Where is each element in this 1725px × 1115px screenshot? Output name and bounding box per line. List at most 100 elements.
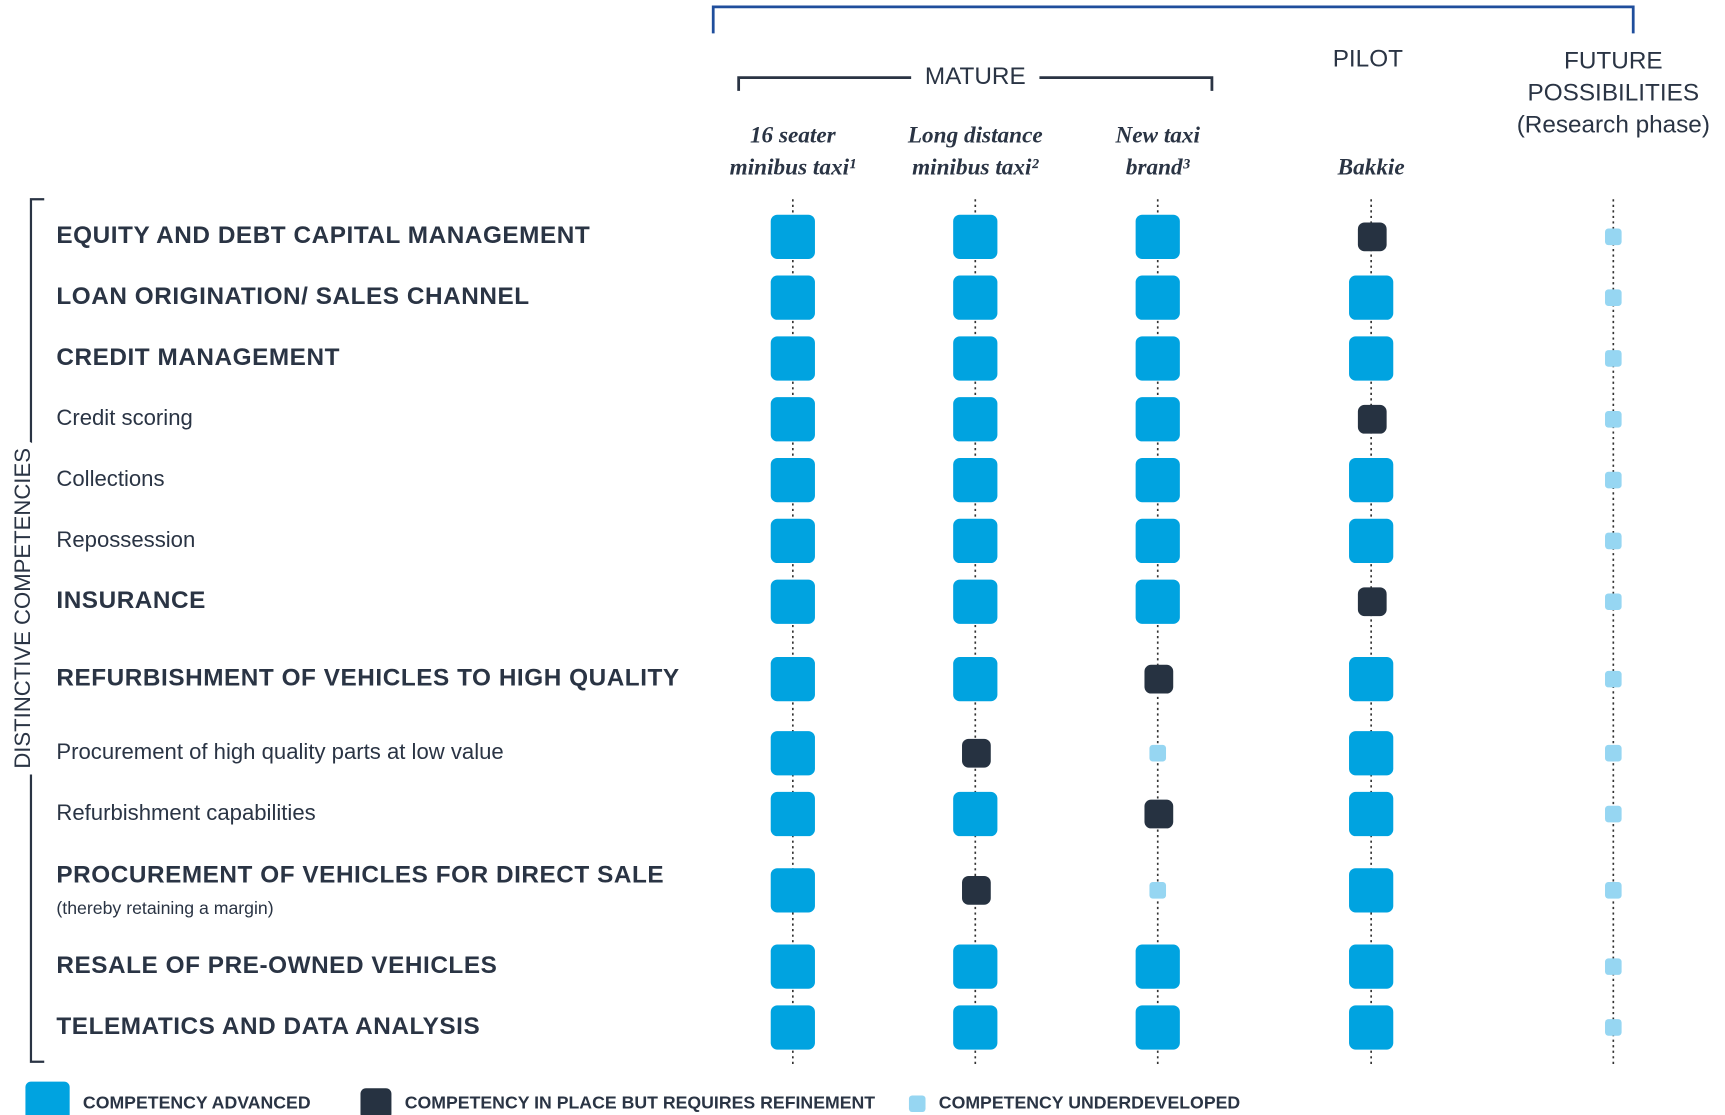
competency-cell — [1357, 404, 1387, 434]
row-label: Credit scoring — [56, 405, 192, 430]
column-header: minibus taxi² — [912, 155, 1039, 181]
group-label: FUTURE — [1564, 48, 1663, 75]
competency-cell — [770, 731, 815, 776]
competency-cell — [1349, 457, 1394, 503]
competency-cell — [1349, 868, 1394, 913]
legend-swatch — [25, 1081, 70, 1115]
row-label: Refurbishment capabilities — [56, 800, 315, 825]
competency-cell — [953, 457, 998, 503]
competency-cell — [953, 518, 998, 564]
competency-cell — [1349, 657, 1394, 702]
column-header: minibus taxi¹ — [730, 155, 856, 181]
row-label: RESALE OF PRE-OWNED VEHICLES — [56, 952, 497, 979]
group-label: PILOT — [1333, 45, 1403, 72]
competency-cell — [1135, 397, 1180, 442]
competency-cell — [962, 738, 991, 768]
competency-cell — [953, 275, 998, 320]
competency-cell — [953, 579, 998, 624]
competency-cell — [770, 275, 815, 320]
competency-cell — [770, 214, 815, 259]
competency-cell — [953, 336, 998, 381]
competency-cell — [1135, 579, 1180, 624]
row-label: CREDIT MANAGEMENT — [56, 344, 340, 371]
legend-label: COMPETENCY ADVANCED — [83, 1092, 311, 1112]
legend-label: COMPETENCY IN PLACE BUT REQUIRES REFINEM… — [405, 1092, 876, 1112]
competency-cell — [953, 1005, 998, 1050]
competency-cell — [770, 944, 815, 989]
row-label: LOAN ORIGINATION/ SALES CHANNEL — [56, 283, 529, 310]
competency-cell — [1349, 731, 1394, 776]
competency-cell — [1605, 670, 1622, 688]
column-header: New taxi — [1114, 123, 1200, 149]
column-header: Bakkie — [1337, 155, 1405, 181]
competency-cell — [1349, 1005, 1394, 1050]
row-label: PROCUREMENT OF VEHICLES FOR DIRECT SALE — [56, 861, 664, 888]
group-bracket — [737, 76, 1214, 91]
competency-cell — [770, 579, 815, 624]
competency-cell — [1605, 882, 1622, 899]
competency-cell — [1135, 457, 1180, 503]
competency-cell — [770, 336, 815, 381]
competency-cell — [953, 214, 998, 259]
competency-cell — [953, 657, 998, 702]
competency-cell — [1605, 532, 1622, 550]
competency-cell — [953, 944, 998, 989]
row-label: Procurement of high quality parts at low… — [56, 739, 503, 764]
competency-cell — [962, 875, 991, 905]
competency-cell — [770, 868, 815, 913]
competency-cell — [1605, 1019, 1622, 1036]
competency-cell — [1605, 228, 1622, 246]
competency-cell — [1349, 275, 1394, 320]
competency-cell — [770, 457, 815, 503]
competency-cell — [1149, 744, 1167, 762]
competency-cell — [1605, 958, 1622, 975]
competency-cell — [1135, 336, 1180, 381]
row-label: REFURBISHMENT OF VEHICLES TO HIGH QUALIT… — [56, 665, 679, 692]
legend-swatch — [360, 1088, 392, 1115]
column-header: 16 seater — [750, 123, 837, 149]
competency-cell — [953, 791, 998, 837]
column-header: brand³ — [1126, 155, 1191, 181]
row-label: EQUITY AND DEBT CAPITAL MANAGEMENT — [56, 222, 590, 249]
side-label: DISTINCTIVE COMPETENCIES — [10, 448, 35, 769]
group-label: (Research phase) — [1517, 112, 1710, 139]
competency-cell — [1357, 587, 1387, 617]
competency-cell — [1349, 336, 1394, 381]
competency-cell — [1349, 791, 1394, 837]
competency-cell — [770, 657, 815, 702]
competency-cell — [1144, 799, 1174, 829]
row-label: Repossession — [56, 527, 195, 552]
competency-cell — [1605, 593, 1622, 611]
competency-cell — [1605, 805, 1622, 823]
top-bracket — [711, 5, 1635, 34]
group-label: MATURE — [925, 63, 1026, 90]
competency-cell — [1349, 518, 1394, 564]
competency-cell — [1349, 944, 1394, 989]
competency-cell — [953, 397, 998, 442]
competency-cell — [1135, 518, 1180, 564]
competency-cell — [1135, 944, 1180, 989]
row-label: INSURANCE — [56, 587, 206, 614]
competency-cell — [1149, 882, 1167, 899]
competency-cell — [1605, 289, 1622, 306]
row-label: Collections — [56, 466, 164, 491]
legend-swatch — [908, 1095, 926, 1113]
competency-cell — [1605, 744, 1622, 762]
side-bracket — [29, 198, 45, 1063]
column-header: Long distance — [907, 123, 1043, 149]
legend-label: COMPETENCY UNDERDEVELOPED — [939, 1092, 1241, 1112]
competency-cell — [770, 1005, 815, 1050]
competency-cell — [770, 791, 815, 837]
competency-cell — [1135, 214, 1180, 259]
row-label: TELEMATICS AND DATA ANALYSIS — [56, 1013, 480, 1040]
competency-cell — [1605, 350, 1622, 367]
competency-cell — [770, 518, 815, 564]
competency-cell — [1135, 275, 1180, 320]
competency-cell — [770, 397, 815, 442]
competency-cell — [1357, 222, 1387, 252]
competency-cell — [1144, 664, 1174, 694]
competency-cell — [1135, 1005, 1180, 1050]
competency-cell — [1605, 471, 1622, 489]
row-note: (thereby retaining a margin) — [56, 898, 273, 918]
